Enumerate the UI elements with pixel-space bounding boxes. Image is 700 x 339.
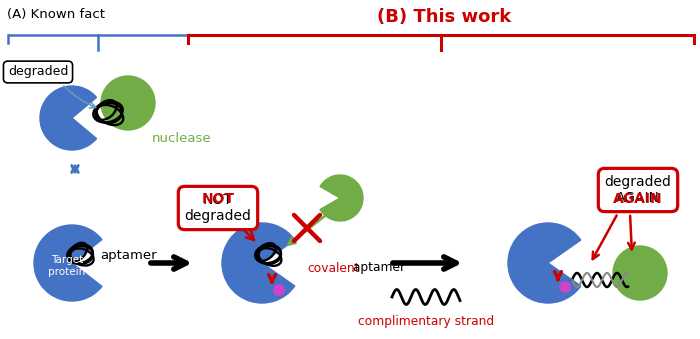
Text: NOT
degraded: NOT degraded [185,193,251,223]
Wedge shape [222,223,295,303]
Text: NOT: NOT [202,192,235,206]
Text: degraded
AGAIN: degraded AGAIN [605,175,671,205]
Text: covalent: covalent [307,261,360,275]
Wedge shape [320,175,363,221]
Text: nuclease: nuclease [152,132,211,145]
Text: (A) Known fact: (A) Known fact [7,8,105,21]
Wedge shape [34,225,102,301]
Text: degraded: degraded [8,65,68,79]
Text: Target
protein: Target protein [48,255,85,277]
Wedge shape [508,223,581,303]
Text: aptamer: aptamer [100,250,157,262]
Text: AGAIN: AGAIN [613,192,663,206]
Text: (B) This work: (B) This work [377,8,511,26]
Circle shape [613,246,667,300]
Text: complimentary strand: complimentary strand [358,315,494,328]
Text: aptamer: aptamer [349,261,405,275]
Circle shape [101,76,155,130]
Wedge shape [40,86,97,150]
